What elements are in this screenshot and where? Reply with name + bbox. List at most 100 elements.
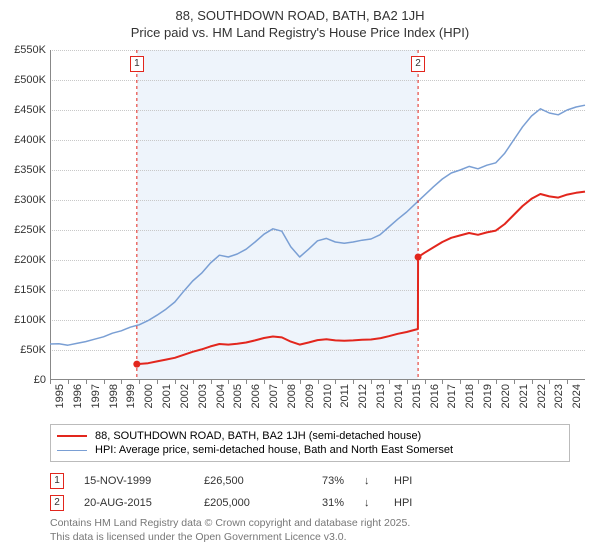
x-tick bbox=[104, 380, 105, 384]
x-tick-label: 2013 bbox=[375, 384, 387, 408]
x-tick bbox=[442, 380, 443, 384]
marker-box: 2 bbox=[411, 56, 425, 72]
transaction-row: 220-AUG-2015£205,00031%↓HPI bbox=[50, 492, 570, 514]
x-tick-label: 2007 bbox=[268, 384, 280, 408]
y-tick-label: £200K bbox=[0, 254, 46, 266]
x-tick bbox=[50, 380, 51, 384]
y-tick-label: £350K bbox=[0, 164, 46, 176]
x-tick bbox=[211, 380, 212, 384]
x-tick bbox=[407, 380, 408, 384]
x-tick-label: 2015 bbox=[411, 384, 423, 408]
x-tick bbox=[478, 380, 479, 384]
x-tick-label: 1998 bbox=[108, 384, 120, 408]
y-tick-label: £50K bbox=[0, 344, 46, 356]
chart-titles: 88, SOUTHDOWN ROAD, BATH, BA2 1JH Price … bbox=[0, 0, 600, 40]
x-tick-label: 2002 bbox=[179, 384, 191, 408]
x-tick-label: 1997 bbox=[90, 384, 102, 408]
x-tick bbox=[282, 380, 283, 384]
y-tick-label: £450K bbox=[0, 104, 46, 116]
footer-attribution: Contains HM Land Registry data © Crown c… bbox=[50, 516, 410, 544]
legend: 88, SOUTHDOWN ROAD, BATH, BA2 1JH (semi-… bbox=[50, 424, 570, 462]
legend-row: HPI: Average price, semi-detached house,… bbox=[57, 443, 563, 457]
x-tick-label: 2006 bbox=[250, 384, 262, 408]
y-tick-label: £400K bbox=[0, 134, 46, 146]
x-tick bbox=[335, 380, 336, 384]
tx-marker: 1 bbox=[50, 473, 64, 489]
x-tick bbox=[175, 380, 176, 384]
x-tick-label: 2021 bbox=[518, 384, 530, 408]
x-tick bbox=[157, 380, 158, 384]
footer-line2: This data is licensed under the Open Gov… bbox=[50, 530, 410, 544]
footer-line1: Contains HM Land Registry data © Crown c… bbox=[50, 516, 410, 530]
y-tick-label: £300K bbox=[0, 194, 46, 206]
legend-row: 88, SOUTHDOWN ROAD, BATH, BA2 1JH (semi-… bbox=[57, 429, 563, 443]
tx-hpi-label: HPI bbox=[394, 475, 424, 487]
x-tick bbox=[318, 380, 319, 384]
x-tick-label: 2003 bbox=[197, 384, 209, 408]
x-tick-label: 2020 bbox=[500, 384, 512, 408]
x-tick bbox=[139, 380, 140, 384]
transaction-table: 1 15-NOV-1999 £26,500 73% ↓ HPI 2 20-AUG-2015 £2… bbox=[50, 470, 570, 514]
x-tick-label: 2011 bbox=[339, 384, 351, 408]
x-tick bbox=[371, 380, 372, 384]
x-tick-label: 1995 bbox=[54, 384, 66, 408]
y-tick-label: £0 bbox=[0, 374, 46, 386]
x-tick bbox=[86, 380, 87, 384]
legend-swatch bbox=[57, 435, 87, 437]
chart-lines bbox=[50, 50, 585, 380]
tx-pct: 73% bbox=[304, 475, 344, 487]
tx-price: £26,500 bbox=[204, 475, 284, 487]
tx-date: 20-AUG-2015 bbox=[84, 497, 184, 509]
x-tick-label: 2009 bbox=[304, 384, 316, 408]
x-tick-label: 2023 bbox=[553, 384, 565, 408]
x-tick bbox=[460, 380, 461, 384]
tx-marker: 2 bbox=[50, 495, 64, 511]
x-tick bbox=[264, 380, 265, 384]
tx-date: 15-NOV-1999 bbox=[84, 475, 184, 487]
y-tick-label: £500K bbox=[0, 74, 46, 86]
tx-pct: 31% bbox=[304, 497, 344, 509]
x-tick-label: 2018 bbox=[464, 384, 476, 408]
y-tick-label: £150K bbox=[0, 284, 46, 296]
x-tick bbox=[228, 380, 229, 384]
tx-hpi-label: HPI bbox=[394, 497, 424, 509]
tx-price: £205,000 bbox=[204, 497, 284, 509]
x-tick bbox=[246, 380, 247, 384]
y-tick-label: £550K bbox=[0, 44, 46, 56]
x-tick-label: 1999 bbox=[125, 384, 137, 408]
x-tick-label: 2012 bbox=[357, 384, 369, 408]
x-tick-label: 2010 bbox=[322, 384, 334, 408]
legend-swatch bbox=[57, 450, 87, 451]
transaction-row: 1 15-NOV-1999 £26,500 73% ↓ HPI bbox=[50, 470, 570, 492]
x-tick-label: 2017 bbox=[446, 384, 458, 408]
x-tick bbox=[389, 380, 390, 384]
x-tick bbox=[567, 380, 568, 384]
x-tick-label: 2019 bbox=[482, 384, 494, 408]
x-tick-label: 2001 bbox=[161, 384, 173, 408]
x-tick bbox=[425, 380, 426, 384]
x-tick-label: 2014 bbox=[393, 384, 405, 408]
x-tick bbox=[496, 380, 497, 384]
marker-box: 1 bbox=[130, 56, 144, 72]
down-arrow-icon: ↓ bbox=[364, 475, 374, 487]
x-tick bbox=[68, 380, 69, 384]
y-tick-label: £250K bbox=[0, 224, 46, 236]
property-line bbox=[137, 192, 585, 365]
title-address: 88, SOUTHDOWN ROAD, BATH, BA2 1JH bbox=[0, 8, 600, 23]
x-tick bbox=[549, 380, 550, 384]
x-tick-label: 2005 bbox=[232, 384, 244, 408]
chart-container: 88, SOUTHDOWN ROAD, BATH, BA2 1JH Price … bbox=[0, 0, 600, 560]
x-tick-label: 2004 bbox=[215, 384, 227, 408]
x-tick bbox=[300, 380, 301, 384]
x-tick bbox=[353, 380, 354, 384]
y-tick-label: £100K bbox=[0, 314, 46, 326]
x-tick-label: 2022 bbox=[536, 384, 548, 408]
title-subtitle: Price paid vs. HM Land Registry's House … bbox=[0, 25, 600, 40]
x-tick bbox=[121, 380, 122, 384]
x-tick bbox=[532, 380, 533, 384]
x-tick-label: 1996 bbox=[72, 384, 84, 408]
x-tick-label: 2016 bbox=[429, 384, 441, 408]
x-tick-label: 2008 bbox=[286, 384, 298, 408]
x-tick bbox=[193, 380, 194, 384]
x-tick-label: 2024 bbox=[571, 384, 583, 408]
